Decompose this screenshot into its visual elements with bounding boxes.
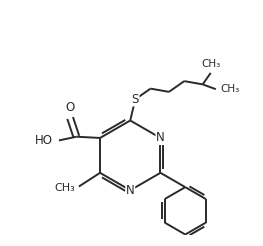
Text: CH₃: CH₃: [220, 84, 240, 94]
Text: HO: HO: [35, 134, 53, 147]
Text: CH₃: CH₃: [201, 59, 220, 69]
Text: N: N: [156, 131, 165, 144]
Text: N: N: [126, 184, 135, 197]
Text: S: S: [132, 93, 139, 106]
Text: O: O: [65, 101, 75, 114]
Text: CH₃: CH₃: [54, 183, 75, 193]
